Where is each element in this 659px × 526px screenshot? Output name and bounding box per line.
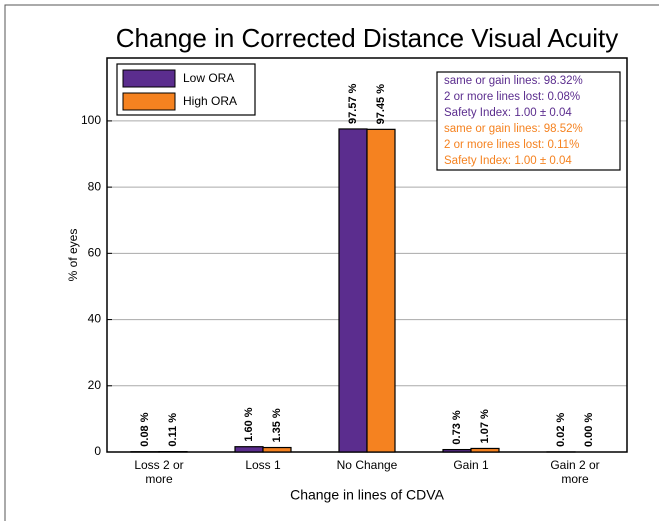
- x-tick-label-box: Loss 2 or more: [124, 458, 194, 492]
- x-tick-label-box: Loss 1: [228, 458, 298, 492]
- value-label: 0.73 %: [451, 410, 463, 444]
- x-tick-label: Gain 2 or more: [543, 458, 607, 486]
- legend-label: High ORA: [183, 94, 237, 108]
- value-label: 1.35 %: [271, 408, 283, 442]
- annotation: same or gain lines: 98.52%: [444, 123, 583, 135]
- bar: [263, 448, 291, 452]
- x-tick-label: Loss 1: [231, 458, 295, 472]
- bar: [235, 447, 263, 452]
- value-label: 0.00 %: [583, 413, 595, 447]
- x-tick-label-box: No Change: [332, 458, 402, 492]
- chart-title: Change in Corrected Distance Visual Acui…: [116, 23, 618, 53]
- value-label: 0.08 %: [139, 412, 151, 446]
- legend-swatch: [123, 93, 175, 110]
- annotation: Safety Index: 1.00 ± 0.04: [444, 107, 572, 119]
- y-tick-label: 20: [88, 378, 102, 392]
- x-tick-label: Loss 2 or more: [127, 458, 191, 486]
- legend-swatch: [123, 70, 175, 87]
- y-tick-label: 80: [88, 179, 102, 193]
- x-tick-label: Gain 1: [439, 458, 503, 472]
- value-label: 1.60 %: [243, 407, 255, 441]
- x-tick-label-box: Gain 2 or more: [540, 458, 610, 492]
- value-label: 0.11 %: [167, 413, 179, 447]
- y-tick-label: 60: [88, 246, 102, 260]
- annotation: 2 or more lines lost: 0.11%: [444, 139, 579, 151]
- bar: [367, 129, 395, 452]
- y-axis-label: % of eyes: [66, 229, 80, 282]
- annotation: same or gain lines: 98.32%: [444, 75, 583, 87]
- bar: [339, 129, 367, 452]
- value-label: 97.45 %: [375, 84, 387, 125]
- annotation: Safety Index: 1.00 ± 0.04: [444, 155, 572, 167]
- value-label: 0.02 %: [555, 412, 567, 446]
- bar: [471, 448, 499, 452]
- annotation: 2 or more lines lost: 0.08%: [444, 91, 580, 103]
- value-label: 97.57 %: [347, 83, 359, 124]
- y-tick-label: 0: [94, 444, 101, 458]
- value-label: 1.07 %: [479, 409, 491, 443]
- y-tick-label: 40: [88, 312, 102, 326]
- x-tick-label: No Change: [335, 458, 399, 472]
- x-tick-label-box: Gain 1: [436, 458, 506, 492]
- y-tick-label: 100: [81, 113, 101, 127]
- bar: [443, 450, 471, 452]
- legend-label: Low ORA: [183, 71, 234, 85]
